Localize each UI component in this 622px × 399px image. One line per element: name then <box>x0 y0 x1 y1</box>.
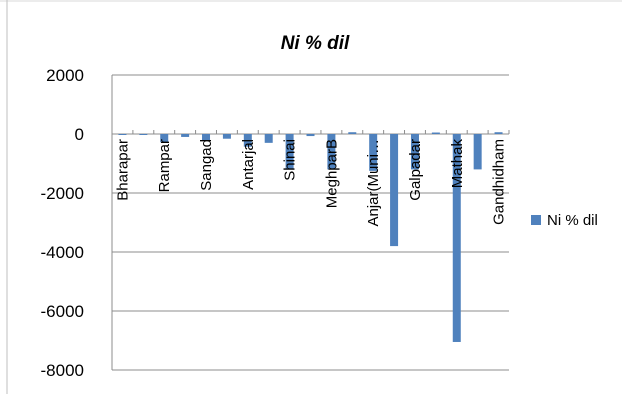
x-tick-label: MeghparB <box>323 139 340 208</box>
x-tick-label: Mathak <box>449 139 466 189</box>
bar <box>410 134 419 170</box>
x-tick-labels: Bharapar Rampar Sangad Antarjal Shinai Meghpa… <box>114 139 507 227</box>
bar <box>118 134 127 135</box>
bar <box>348 132 357 134</box>
y-tick-label: -8000 <box>41 361 84 380</box>
bar <box>139 134 148 135</box>
legend-swatch <box>531 215 541 225</box>
bar <box>327 134 336 170</box>
y-tick-label: -2000 <box>41 184 84 203</box>
bar <box>160 134 169 143</box>
bar <box>202 134 211 141</box>
bar <box>473 134 482 170</box>
chart-title: Ni % dil <box>281 33 350 54</box>
x-tick-label: Shinai <box>282 139 299 181</box>
bar <box>431 132 440 134</box>
bar <box>181 134 190 137</box>
y-tick-label: -6000 <box>41 302 84 321</box>
legend-label: Ni % dil <box>547 212 598 229</box>
bar <box>452 134 461 342</box>
x-tick-label: Rampar <box>156 139 173 192</box>
bar <box>369 134 378 171</box>
y-tick-label: 2000 <box>46 66 84 85</box>
gridlines <box>111 74 510 371</box>
y-tick-labels: 2000 0 -2000 -4000 -6000 -8000 <box>41 66 84 380</box>
bar <box>390 134 399 247</box>
y-tick-label: -4000 <box>41 243 84 262</box>
x-tick-label: Bharapar <box>114 139 131 201</box>
bars <box>118 132 503 342</box>
legend: Ni % dil <box>531 212 598 229</box>
bar <box>264 134 273 143</box>
x-tick-label: Anjar(Muni… <box>365 139 382 227</box>
x-tick-label: Sangad <box>198 139 215 191</box>
bar <box>494 132 503 134</box>
y-tick-label: 0 <box>75 125 84 144</box>
x-tick-label: Antarjal <box>240 139 257 190</box>
bar <box>285 134 294 170</box>
bar <box>306 134 315 137</box>
bar <box>243 134 252 147</box>
x-tick-label: Galpadar <box>407 139 424 201</box>
x-tick-label: Gandhidham <box>491 139 508 225</box>
bar <box>222 134 231 139</box>
